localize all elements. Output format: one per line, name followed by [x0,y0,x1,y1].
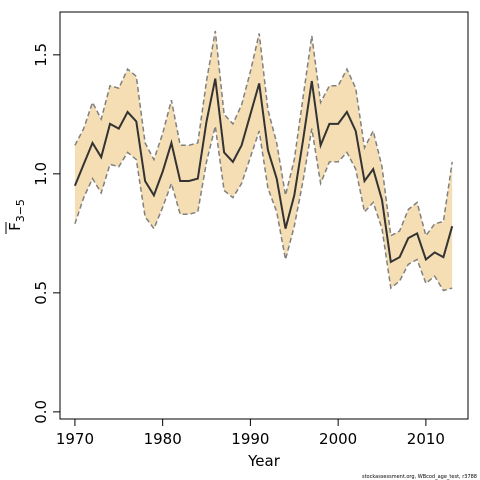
confidence-band-lower-edge [74,126,453,292]
x-tick-label-3: 2000 [319,430,357,448]
y-tick-label-2: 1.0 [32,162,50,186]
x-axis: 1970 1980 1990 2000 2010 [56,419,445,448]
confidence-band-upper-edge [74,30,453,238]
x-tick-label-0: 1970 [56,430,94,448]
y-axis-title: F3−5 [5,199,27,234]
x-tick-label-1: 1980 [144,430,182,448]
y-tick-label-3: 1.5 [32,43,50,67]
x-axis-title: Year [247,452,281,470]
plot-area [73,30,454,292]
series-line [73,78,454,264]
y-axis: 0.0 0.5 1.0 1.5 [32,43,60,424]
confidence-band [74,31,453,291]
x-tick-label-4: 2010 [407,430,445,448]
svg-text:F3−5: F3−5 [6,199,27,231]
footer-note: stockassessment.org, WBcod_age_test, r37… [362,474,477,480]
y-axis-title-subscript: 3−5 [14,199,27,222]
y-tick-label-0: 0.0 [32,400,50,424]
plot-frame [59,11,469,420]
y-axis-title-main: F [6,222,24,231]
x-tick-label-2: 1990 [231,430,269,448]
y-tick-label-1: 0.5 [32,281,50,305]
